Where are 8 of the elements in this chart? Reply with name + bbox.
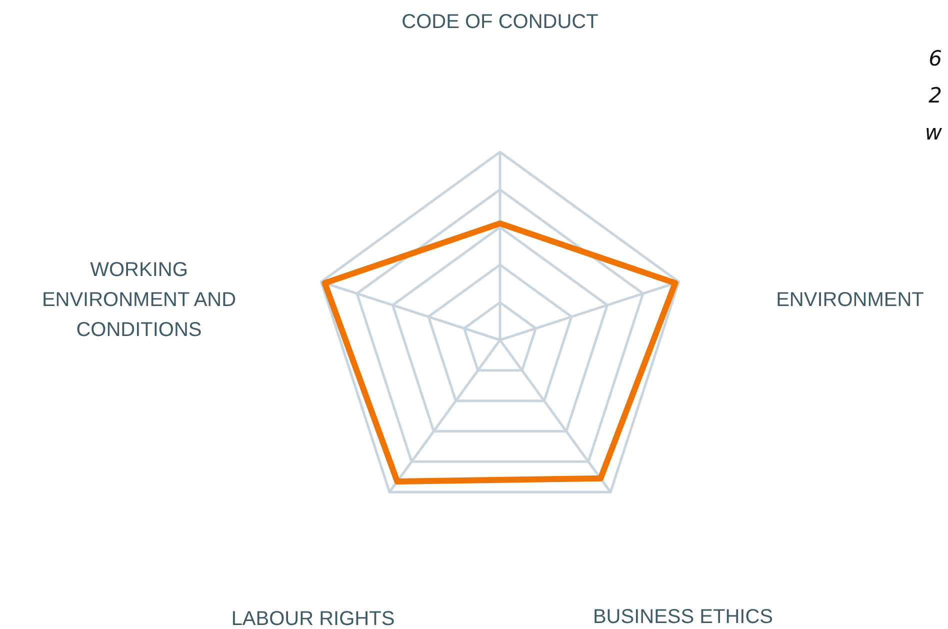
spoke-label: BUSINESS ETHICS <box>592 606 774 628</box>
text: w <box>924 120 943 145</box>
text: 6 <box>928 46 942 71</box>
spoke-label: ENVIRONMENT <box>776 289 924 312</box>
text: 2 <box>928 84 942 108</box>
spoke-label: CODE OF CONDUCT <box>402 11 598 34</box>
spoke-label: WORKING ENVIRONMENT AND CONDITIONS <box>42 259 236 342</box>
spoke-label: LABOUR RIGHTS <box>231 608 395 629</box>
